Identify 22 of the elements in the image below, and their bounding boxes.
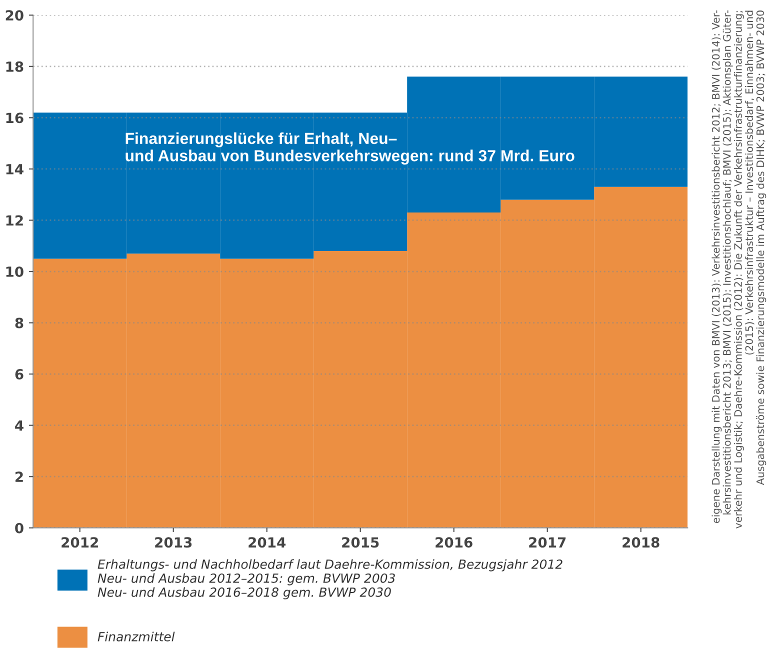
y-tick-label: 0 — [15, 522, 24, 534]
y-tick-label: 20 — [6, 10, 24, 21]
legend-label: Erhaltungs- und Nachholbedarf laut Daehre-Kommission, Bezugsjahr 2012 Neu- und Ausbau 2012–2015: gem. BVWP 2003 Neu- und Ausbau 2016–2018 gem. BVWP 2030 — [98, 559, 562, 600]
legend-label: Finanzmittel — [98, 632, 175, 642]
x-tick-label: 2015 — [342, 537, 379, 548]
annotation: Finanzierungslücke für Erhalt, Neu– und Ausbau von Bundesverkehrswegen: rund 37 Mrd. Euro — [126, 132, 574, 165]
y-tick-label: 2 — [16, 472, 23, 482]
x-tick-label: 2017 — [529, 537, 566, 548]
y-tick-label: 4 — [15, 420, 24, 431]
y-tick-label: 14 — [6, 164, 24, 174]
y-tick-label: 10 — [6, 266, 24, 277]
y-tick-label: 8 — [15, 318, 24, 328]
x-tick-label: 2014 — [248, 537, 286, 548]
y-tick-label: 12 — [6, 215, 23, 226]
y-tick-label: 18 — [6, 61, 24, 72]
y-tick-label: 6 — [15, 369, 24, 380]
text: eigene Darstellung mit Daten von BMVI (2013): Verkehrsinvestitionsbericht 2012; BMVI (2014): Ver- kehrsinvestitionsbericht 2013; BMVI (2015): Investitionshochlauf; BMVI (2015): Aktionsplan Güter- verkehr und Logistik; Daehre-Kommission (2012): Die Zukunft der Verkehrsinfrastrukturfinanzierung; (2015): Verkehrsinfrastruktur – Investitionsbedarf, Einnahmen- und Ausgabenströme sowie Finanzierungsmodelle im Auftrag des DIHK; BVWP 2003; BVWP 2030 — [712, 10, 766, 528]
y-tick-label: 16 — [6, 112, 24, 124]
x-tick-label: 2018 — [622, 537, 660, 548]
x-tick-label: 2013 — [155, 537, 192, 548]
x-tick-label: 2012 — [62, 537, 98, 548]
x-tick-label: 2016 — [436, 537, 472, 548]
